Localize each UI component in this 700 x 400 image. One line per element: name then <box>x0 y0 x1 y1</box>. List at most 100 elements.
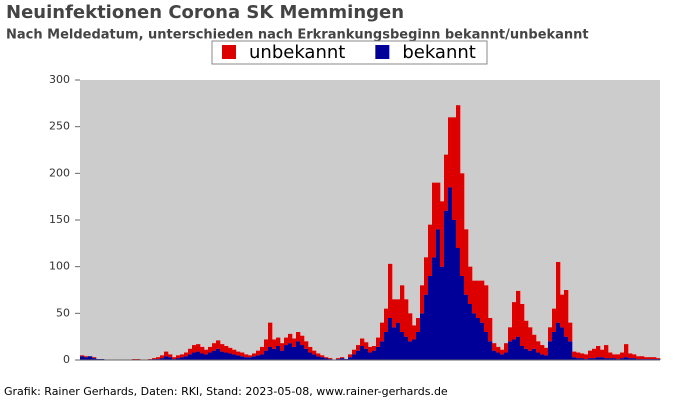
bar-segment <box>208 352 213 360</box>
bar-segment <box>392 299 397 328</box>
bar-segment <box>400 332 405 360</box>
bar-segment <box>212 350 217 360</box>
bar-segment <box>272 348 277 360</box>
bar-segment <box>480 322 485 360</box>
bar-segment <box>320 357 325 360</box>
bar-segment <box>160 355 165 359</box>
bar-segment <box>260 354 265 360</box>
bar-segment <box>592 348 597 359</box>
bar-segment <box>548 341 553 360</box>
bar-segment <box>276 337 281 346</box>
y-tick-label: 200 <box>49 166 70 179</box>
bar-segment <box>476 280 481 318</box>
bar-segment <box>436 229 441 360</box>
bar-segment <box>628 358 633 360</box>
bar-segment <box>472 313 477 360</box>
bar-segment <box>384 332 389 360</box>
bar-segment <box>200 353 205 360</box>
bar-segment <box>440 201 445 267</box>
bar-segment <box>536 352 541 360</box>
bar-segment <box>304 348 309 360</box>
bar-segment <box>580 358 585 360</box>
bar-segment <box>372 350 377 360</box>
bar-segment <box>324 357 329 359</box>
bar-segment <box>244 354 249 358</box>
bar-segment <box>540 354 545 360</box>
bar-segment <box>232 354 237 360</box>
y-tick-label: 100 <box>49 260 70 273</box>
bar-segment <box>160 358 165 360</box>
bar-segment <box>376 337 381 347</box>
bar-segment <box>296 332 301 342</box>
bar-segment <box>196 351 201 360</box>
bar-segment <box>236 351 241 356</box>
bar-segment <box>592 358 597 360</box>
bar-segment <box>480 280 485 323</box>
bar-segment <box>412 325 417 340</box>
bar-segment <box>420 313 425 360</box>
bar-segment <box>512 302 517 340</box>
bar-segment <box>532 334 537 349</box>
bar-segment <box>452 220 457 360</box>
bar-segment <box>228 347 233 354</box>
bar-segment <box>492 343 497 351</box>
bar-segment <box>512 339 517 360</box>
bar-segment <box>496 346 501 353</box>
bar-segment <box>396 299 401 323</box>
bar-segment <box>92 358 97 360</box>
bar-segment <box>596 346 601 358</box>
bar-segment <box>312 354 317 360</box>
bar-segment <box>304 341 309 349</box>
bar-segment <box>528 327 533 351</box>
bar-segment <box>216 340 221 349</box>
bar-segment <box>312 350 317 355</box>
bar-segment <box>296 341 301 360</box>
bar-segment <box>536 341 541 353</box>
bar-segment <box>352 354 357 360</box>
bar-segment <box>264 339 269 351</box>
bar-segment <box>400 285 405 332</box>
bar-segment <box>352 349 357 355</box>
bar-segment <box>508 341 513 360</box>
bar-segment <box>540 345 545 355</box>
bar-segment <box>376 346 381 360</box>
bar-segment <box>648 357 653 360</box>
bar-segment <box>236 355 241 360</box>
bar-segment <box>248 357 253 360</box>
bar-segment <box>284 345 289 360</box>
bar-segment <box>488 318 493 342</box>
bar-segment <box>156 357 161 360</box>
bar-segment <box>316 353 321 357</box>
bar-segment <box>452 117 457 220</box>
bar-segment <box>328 358 333 360</box>
bar-segment <box>496 352 501 360</box>
bar-segment <box>588 350 593 359</box>
bar-segment <box>180 357 185 360</box>
bar-segment <box>164 356 169 360</box>
bar-segment <box>356 345 361 351</box>
bar-segment <box>556 322 561 360</box>
bar-segment <box>572 351 577 358</box>
bar-segment <box>448 117 453 188</box>
bar-segment <box>240 352 245 357</box>
bar-segment <box>464 294 469 360</box>
bar-segment <box>276 346 281 360</box>
bar-segment <box>292 338 297 347</box>
bar-segment <box>552 308 557 332</box>
bar-segment <box>204 354 209 360</box>
bar-segment <box>580 353 585 359</box>
legend-swatch <box>222 45 236 59</box>
bar-segment <box>424 257 429 295</box>
bar-segment <box>372 346 377 351</box>
bar-segment <box>560 327 565 360</box>
bar-segment <box>336 358 341 360</box>
bar-segment <box>624 344 629 358</box>
bar-segment <box>544 355 549 360</box>
bar-segment <box>568 322 573 342</box>
bar-segment <box>184 356 189 360</box>
bar-segment <box>252 356 257 360</box>
bar-segment <box>608 352 613 359</box>
bar-segment <box>616 354 621 360</box>
bar-segment <box>440 266 445 360</box>
bar-segment <box>284 337 289 346</box>
